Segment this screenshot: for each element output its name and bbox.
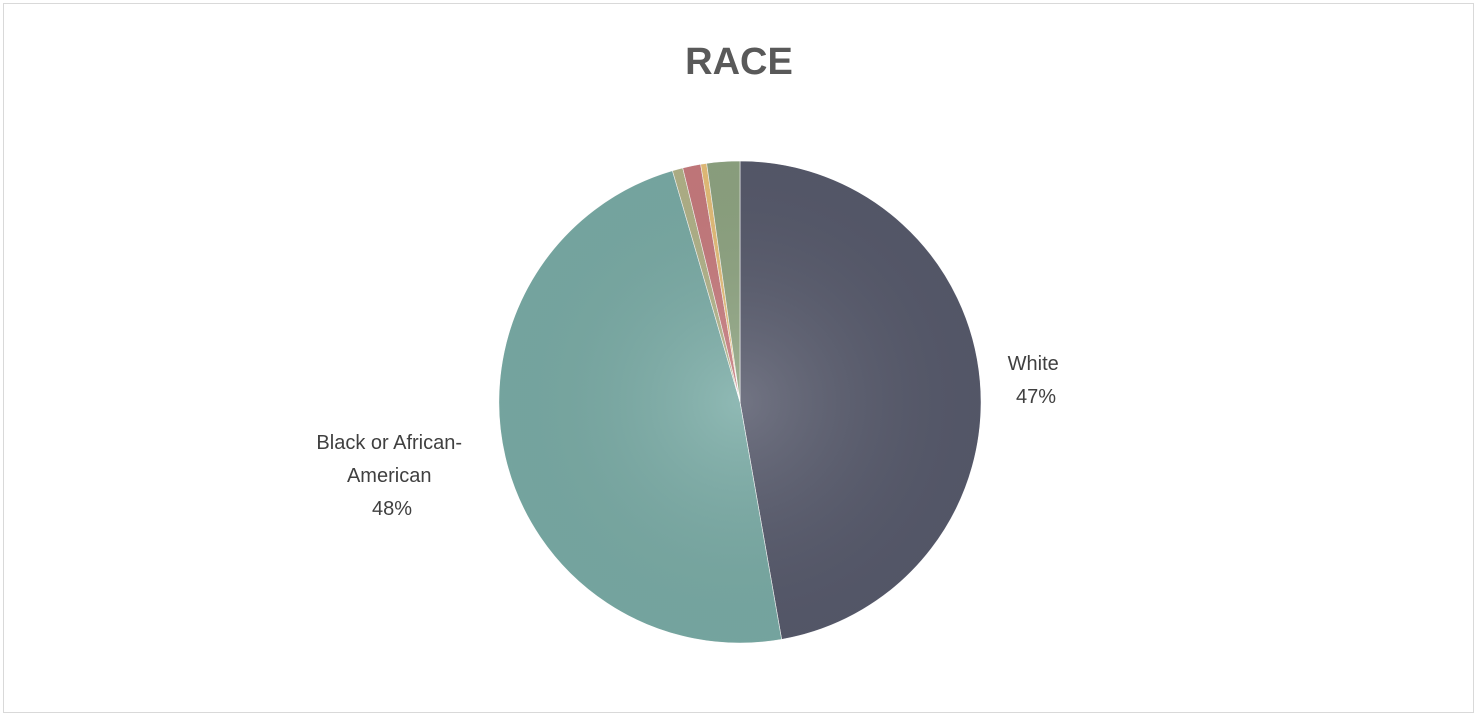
data-label-black-percent: 48% [372,498,412,520]
data-label-black-or-african-american: Black or African- American 48% [316,432,467,520]
data-label-white-percent: 47% [1016,386,1056,408]
pie-slices [498,160,982,644]
data-labels: White 47% Black or African- American 48% [316,353,1065,520]
chart-frame: RACE White 47% Black or African- America… [3,3,1474,713]
chart-title: RACE [685,41,793,83]
pie-chart: RACE White 47% Black or African- America… [316,41,1065,644]
pie-slice-white [739,160,982,640]
data-label-white: White 47% [1008,353,1065,408]
data-label-white-name: White [1008,353,1059,375]
data-label-black-line1: Black or African- [316,432,462,454]
data-label-black-line2: American [347,465,431,487]
